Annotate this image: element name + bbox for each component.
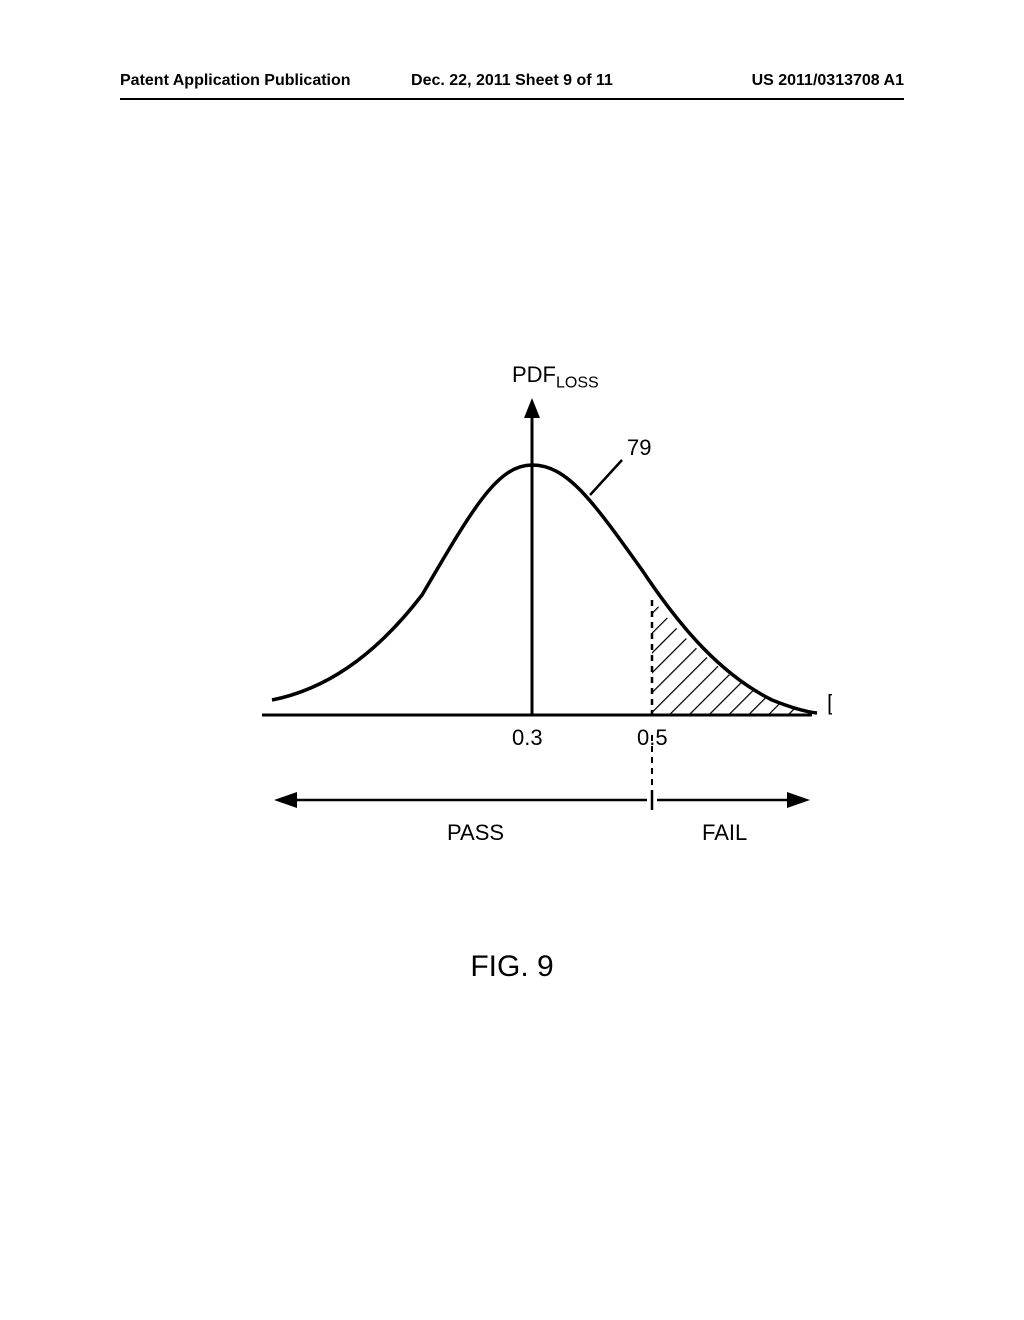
x-tick-label-1: 0.3	[512, 725, 543, 750]
figure-caption: FIG. 9	[470, 950, 553, 984]
curve-label-leader	[590, 460, 622, 495]
figure-9-container: PDFLOSS 79	[192, 340, 832, 900]
header-publication-number: US 2011/0313708 A1	[643, 72, 904, 90]
x-axis-unit-label: [dB/5cm]	[827, 690, 832, 715]
y-axis-label-sub: LOSS	[556, 374, 599, 391]
y-axis-label: PDFLOSS	[512, 362, 599, 392]
y-axis-label-main: PDF	[512, 362, 556, 387]
fail-label: FAIL	[702, 820, 747, 845]
figure-9-svg: 79 0.3 0.5 [dB/5cm] PASS FAIL	[192, 340, 832, 900]
pass-arrow-head-icon	[274, 792, 297, 808]
y-axis-arrow-icon	[524, 398, 540, 418]
header-publication-type: Patent Application Publication	[120, 72, 381, 90]
page-header: Patent Application Publication Dec. 22, …	[0, 72, 1024, 90]
pass-label: PASS	[447, 820, 504, 845]
x-tick-label-2: 0.5	[637, 725, 668, 750]
fail-arrow-head-icon	[787, 792, 810, 808]
pdf-curve	[272, 465, 817, 713]
curve-reference-number: 79	[627, 435, 651, 460]
header-divider	[120, 98, 904, 100]
header-date-sheet: Dec. 22, 2011 Sheet 9 of 11	[381, 72, 642, 90]
